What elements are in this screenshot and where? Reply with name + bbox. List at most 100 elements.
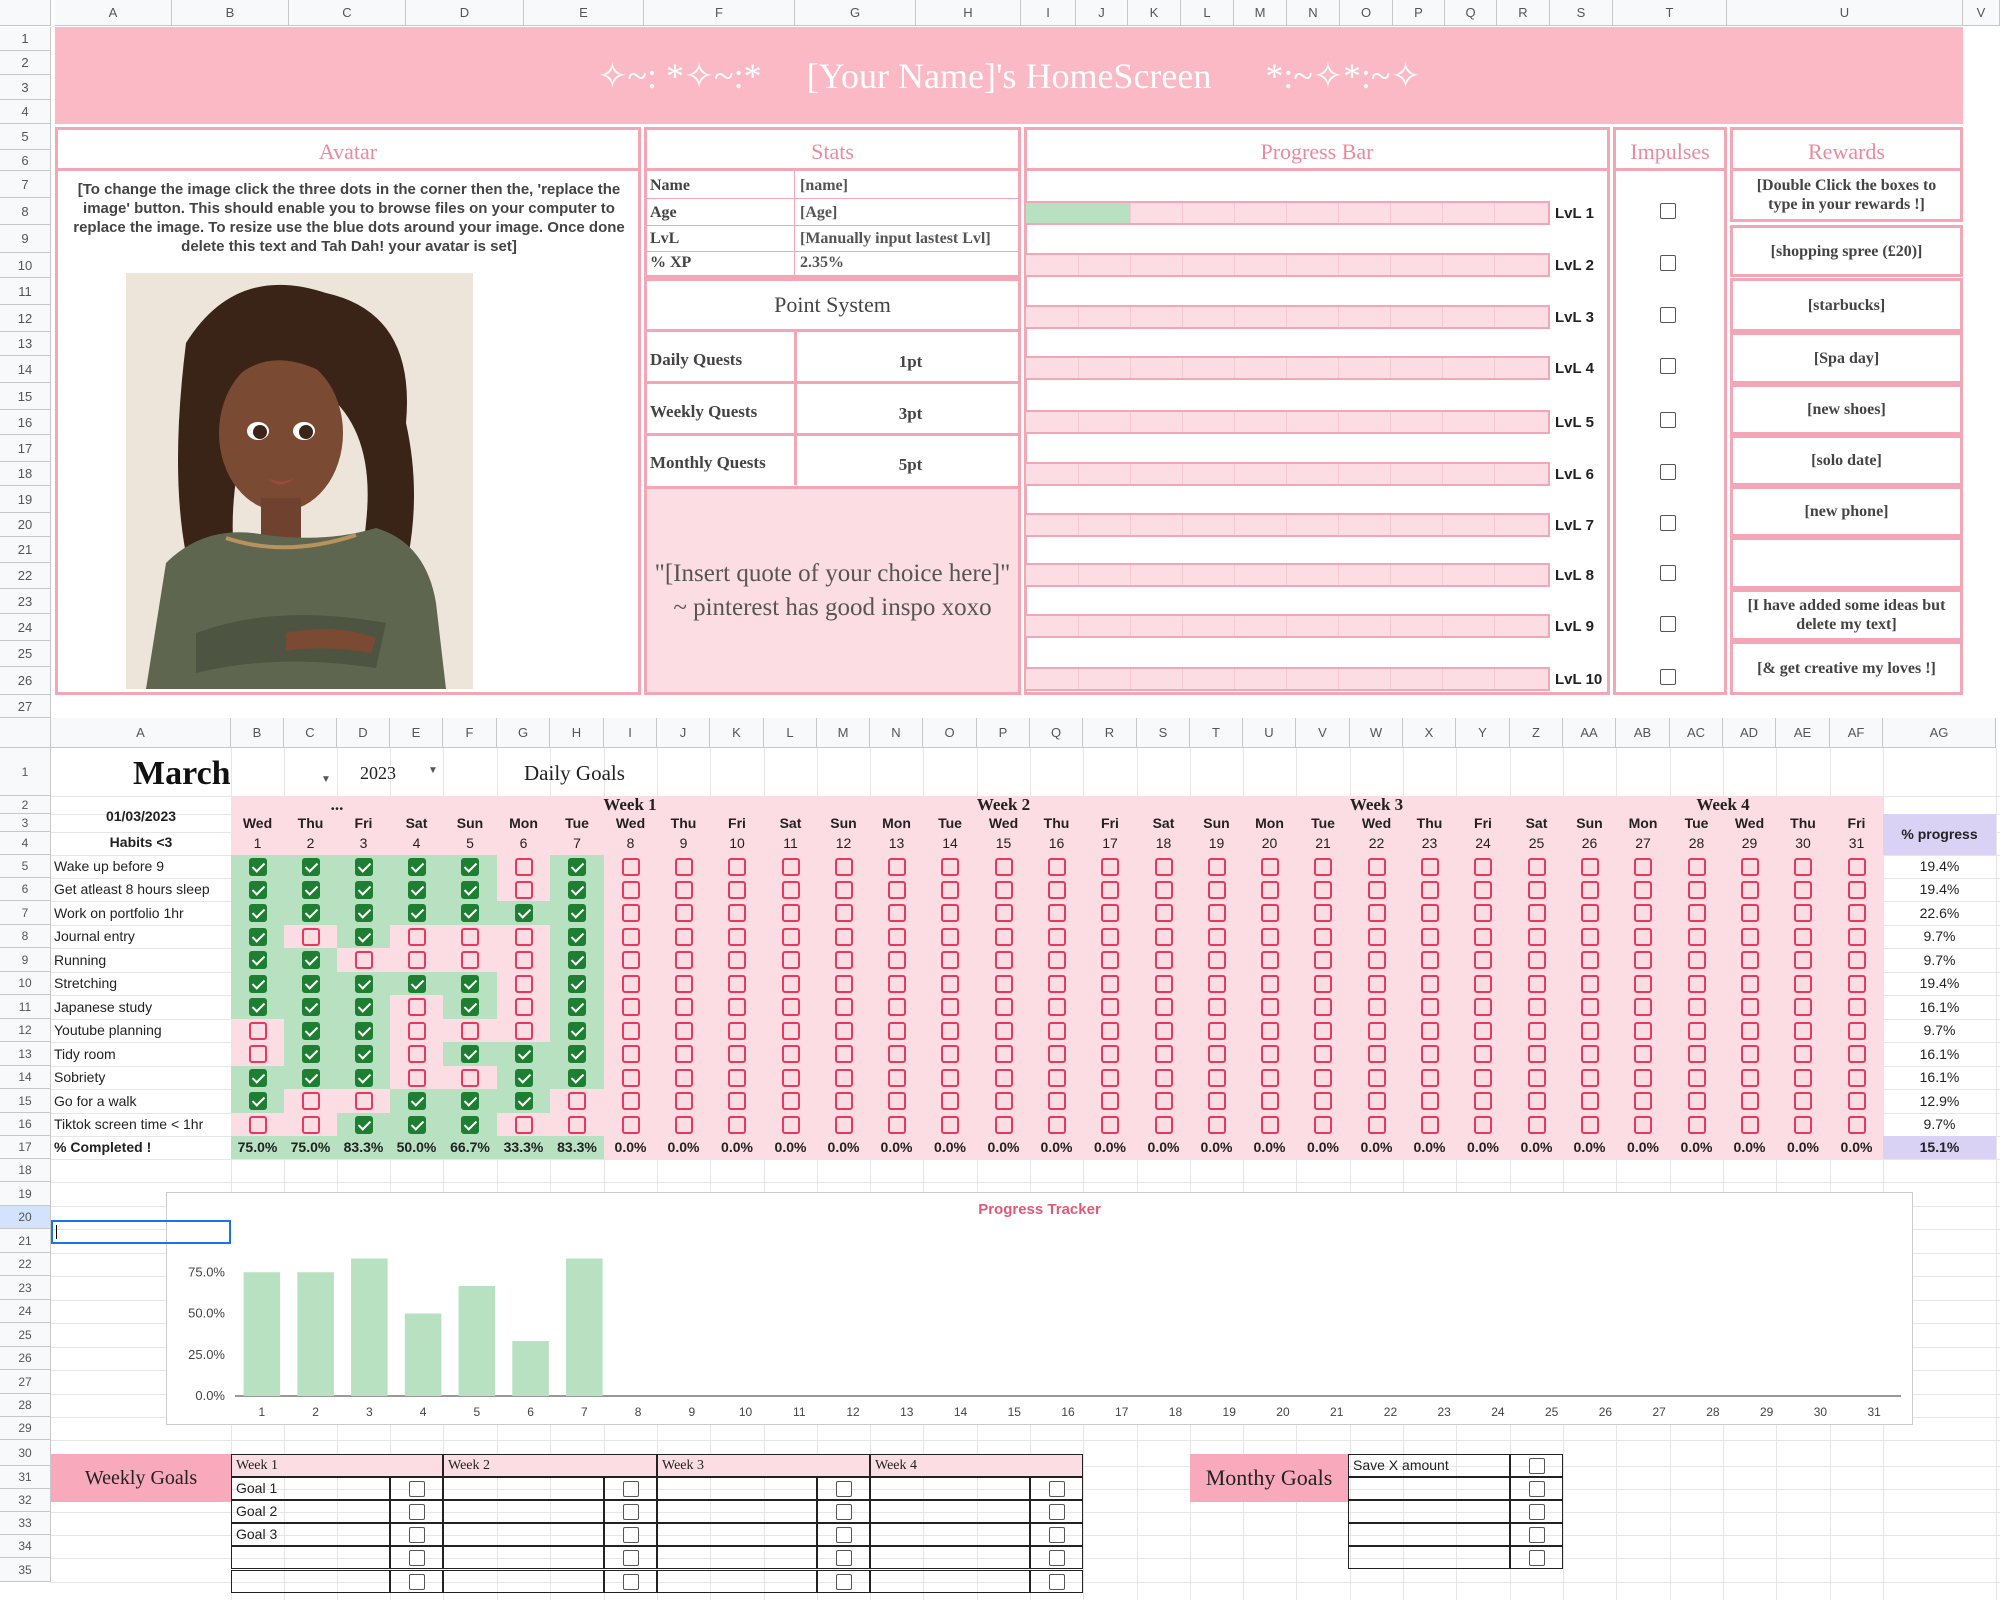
- habit-name[interactable]: Japanese study: [54, 999, 153, 1015]
- habit-check-cell[interactable]: [657, 1042, 710, 1066]
- row-header[interactable]: 21: [0, 1229, 51, 1253]
- habit-check-cell[interactable]: [550, 1042, 604, 1066]
- habit-check-cell[interactable]: [1243, 901, 1296, 925]
- habit-check-cell[interactable]: [1830, 855, 1883, 878]
- habit-check-cell[interactable]: [284, 1066, 337, 1089]
- habit-check-cell[interactable]: [497, 972, 550, 995]
- habit-check-cell[interactable]: [1456, 1113, 1510, 1136]
- habit-name[interactable]: Journal entry: [54, 928, 135, 944]
- habit-check-cell[interactable]: [1456, 1089, 1510, 1113]
- habit-check-cell[interactable]: [1296, 972, 1350, 995]
- habit-check-cell[interactable]: [1723, 901, 1776, 925]
- habit-check-cell[interactable]: [497, 948, 550, 972]
- habit-check-cell[interactable]: [550, 1113, 604, 1136]
- habit-check-cell[interactable]: [657, 901, 710, 925]
- habit-check-cell[interactable]: [231, 855, 284, 878]
- weekly-goal-checkbox[interactable]: [1030, 1523, 1083, 1546]
- year-select[interactable]: 2023 ▼: [360, 758, 440, 788]
- bar[interactable]: [404, 1313, 442, 1397]
- habit-check-cell[interactable]: [1616, 878, 1670, 901]
- column-header[interactable]: G: [497, 718, 550, 748]
- habit-check-cell[interactable]: [1510, 1042, 1563, 1066]
- monthly-goal-checkbox[interactable]: [1510, 1500, 1563, 1523]
- row-header[interactable]: 25: [0, 1323, 51, 1347]
- habit-check-cell[interactable]: [443, 901, 497, 925]
- column-header[interactable]: J: [657, 718, 710, 748]
- column-header[interactable]: V: [1963, 0, 2000, 26]
- habit-check-cell[interactable]: [1083, 855, 1137, 878]
- habit-check-cell[interactable]: [1296, 1042, 1350, 1066]
- reward-cell[interactable]: [new phone]: [1730, 486, 1963, 537]
- column-header[interactable]: S: [1550, 0, 1613, 26]
- habit-check-cell[interactable]: [1563, 901, 1616, 925]
- habit-check-cell[interactable]: [1190, 1089, 1243, 1113]
- habit-check-cell[interactable]: [497, 1019, 550, 1042]
- progress-bar[interactable]: [1024, 563, 1550, 587]
- column-header[interactable]: J: [1076, 0, 1128, 26]
- habit-check-cell[interactable]: [1670, 995, 1723, 1019]
- habit-check-cell[interactable]: [604, 1066, 657, 1089]
- habit-check-cell[interactable]: [923, 995, 977, 1019]
- habit-check-cell[interactable]: [604, 1042, 657, 1066]
- habit-check-cell[interactable]: [764, 1066, 817, 1089]
- habit-check-cell[interactable]: [443, 1019, 497, 1042]
- habit-check-cell[interactable]: [231, 995, 284, 1019]
- row-header[interactable]: 23: [0, 1276, 51, 1300]
- weekly-goal-cell[interactable]: [231, 1546, 390, 1569]
- habit-check-cell[interactable]: [1403, 1089, 1456, 1113]
- habit-check-cell[interactable]: [231, 901, 284, 925]
- habit-check-cell[interactable]: [764, 1113, 817, 1136]
- habit-check-cell[interactable]: [1350, 925, 1403, 948]
- habit-check-cell[interactable]: [337, 925, 390, 948]
- habit-check-cell[interactable]: [1083, 1042, 1137, 1066]
- progress-bar[interactable]: [1024, 410, 1550, 434]
- row-header[interactable]: 20: [0, 1206, 51, 1229]
- weekly-goal-cell[interactable]: Goal 3: [231, 1523, 390, 1546]
- column-header[interactable]: AG: [1883, 718, 1996, 748]
- habit-check-cell[interactable]: [817, 855, 870, 878]
- habit-check-cell[interactable]: [923, 1042, 977, 1066]
- habit-check-cell[interactable]: [604, 1113, 657, 1136]
- habit-check-cell[interactable]: [1563, 1042, 1616, 1066]
- habit-check-cell[interactable]: [710, 972, 764, 995]
- column-header[interactable]: W: [1350, 718, 1403, 748]
- weekly-goal-cell[interactable]: [870, 1570, 1030, 1593]
- habit-check-cell[interactable]: [390, 948, 443, 972]
- column-header[interactable]: M: [817, 718, 870, 748]
- row-header[interactable]: 2: [0, 796, 51, 814]
- column-header[interactable]: O: [1340, 0, 1393, 26]
- habit-check-cell[interactable]: [1350, 855, 1403, 878]
- monthly-goal-cell[interactable]: [1348, 1477, 1510, 1500]
- habit-check-cell[interactable]: [604, 1089, 657, 1113]
- habit-check-cell[interactable]: [1350, 1042, 1403, 1066]
- weekly-goal-checkbox[interactable]: [390, 1546, 443, 1569]
- habit-name[interactable]: Stretching: [54, 975, 118, 991]
- habit-check-cell[interactable]: [1403, 948, 1456, 972]
- row-header[interactable]: 30: [0, 1440, 51, 1466]
- habit-check-cell[interactable]: [497, 1113, 550, 1136]
- habit-check-cell[interactable]: [710, 948, 764, 972]
- habit-check-cell[interactable]: [497, 995, 550, 1019]
- habit-check-cell[interactable]: [231, 1089, 284, 1113]
- habit-check-cell[interactable]: [1243, 1042, 1296, 1066]
- monthly-goal-checkbox[interactable]: [1510, 1477, 1563, 1500]
- habit-check-cell[interactable]: [710, 925, 764, 948]
- habit-check-cell[interactable]: [977, 855, 1030, 878]
- column-header[interactable]: E: [390, 718, 443, 748]
- stat-value[interactable]: [Age]: [800, 204, 838, 221]
- column-header[interactable]: F: [644, 0, 795, 26]
- habit-check-cell[interactable]: [1137, 972, 1190, 995]
- weekly-goal-cell[interactable]: [657, 1570, 817, 1593]
- habit-check-cell[interactable]: [1403, 1042, 1456, 1066]
- column-header[interactable]: R: [1497, 0, 1550, 26]
- habit-check-cell[interactable]: [1830, 995, 1883, 1019]
- habit-check-cell[interactable]: [1030, 925, 1083, 948]
- habit-check-cell[interactable]: [337, 878, 390, 901]
- habit-check-cell[interactable]: [231, 948, 284, 972]
- habit-name[interactable]: Get atleast 8 hours sleep: [54, 881, 210, 897]
- habit-check-cell[interactable]: [657, 1019, 710, 1042]
- habit-check-cell[interactable]: [604, 995, 657, 1019]
- habit-check-cell[interactable]: [817, 1066, 870, 1089]
- monthly-goal-cell[interactable]: [1348, 1523, 1510, 1546]
- impulse-checkbox[interactable]: [1660, 412, 1680, 432]
